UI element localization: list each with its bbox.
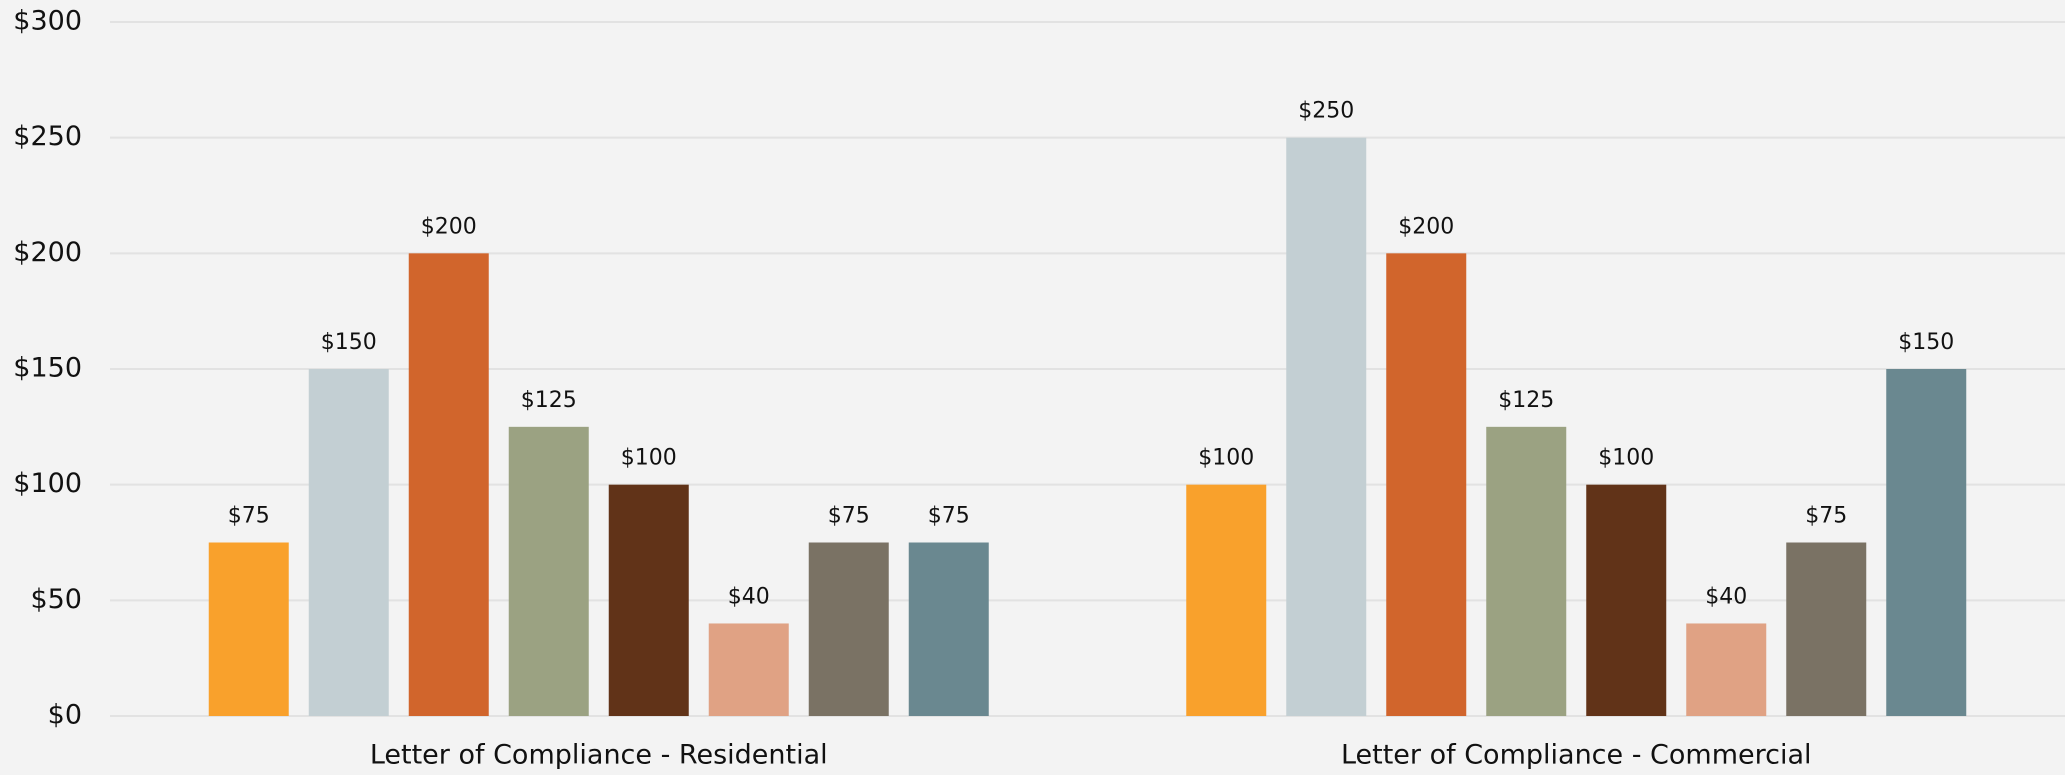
data-label: $100 — [1598, 446, 1654, 471]
bar — [1586, 484, 1667, 716]
data-label: $150 — [1898, 330, 1954, 355]
data-label: $125 — [521, 388, 577, 413]
bar — [308, 369, 389, 716]
y-tick-label: $0 — [48, 700, 82, 731]
bar — [508, 426, 589, 716]
bar — [1186, 484, 1267, 716]
data-label: $250 — [1298, 99, 1354, 124]
bar — [1286, 137, 1367, 716]
data-label: $40 — [1705, 584, 1747, 609]
y-tick-label: $100 — [13, 468, 82, 499]
data-label: $100 — [621, 446, 677, 471]
bar — [208, 542, 289, 716]
x-tick-label: Letter of Compliance - Commercial — [1341, 740, 1812, 771]
x-tick-label: Letter of Compliance - Residential — [370, 740, 828, 771]
data-label: $75 — [828, 504, 870, 529]
bar — [1786, 542, 1867, 716]
data-label: $75 — [1805, 504, 1847, 529]
bar — [408, 253, 489, 717]
data-label: $75 — [228, 504, 270, 529]
data-label: $150 — [321, 330, 377, 355]
bar — [1686, 623, 1767, 716]
bar — [1886, 369, 1967, 716]
bar — [708, 623, 789, 716]
data-label: $100 — [1198, 446, 1254, 471]
bar — [608, 484, 689, 716]
bar — [1386, 253, 1467, 717]
y-tick-label: $300 — [13, 6, 82, 37]
data-label: $200 — [421, 214, 477, 239]
data-label: $125 — [1498, 388, 1554, 413]
y-tick-label: $250 — [13, 121, 82, 152]
y-tick-label: $200 — [13, 237, 82, 268]
bar — [808, 542, 889, 716]
y-tick-label: $150 — [13, 353, 82, 384]
bar — [908, 542, 989, 716]
data-label: $75 — [928, 504, 970, 529]
data-label: $200 — [1398, 214, 1454, 239]
y-tick-label: $50 — [30, 584, 82, 615]
bar — [1486, 426, 1567, 716]
data-label: $40 — [728, 584, 770, 609]
